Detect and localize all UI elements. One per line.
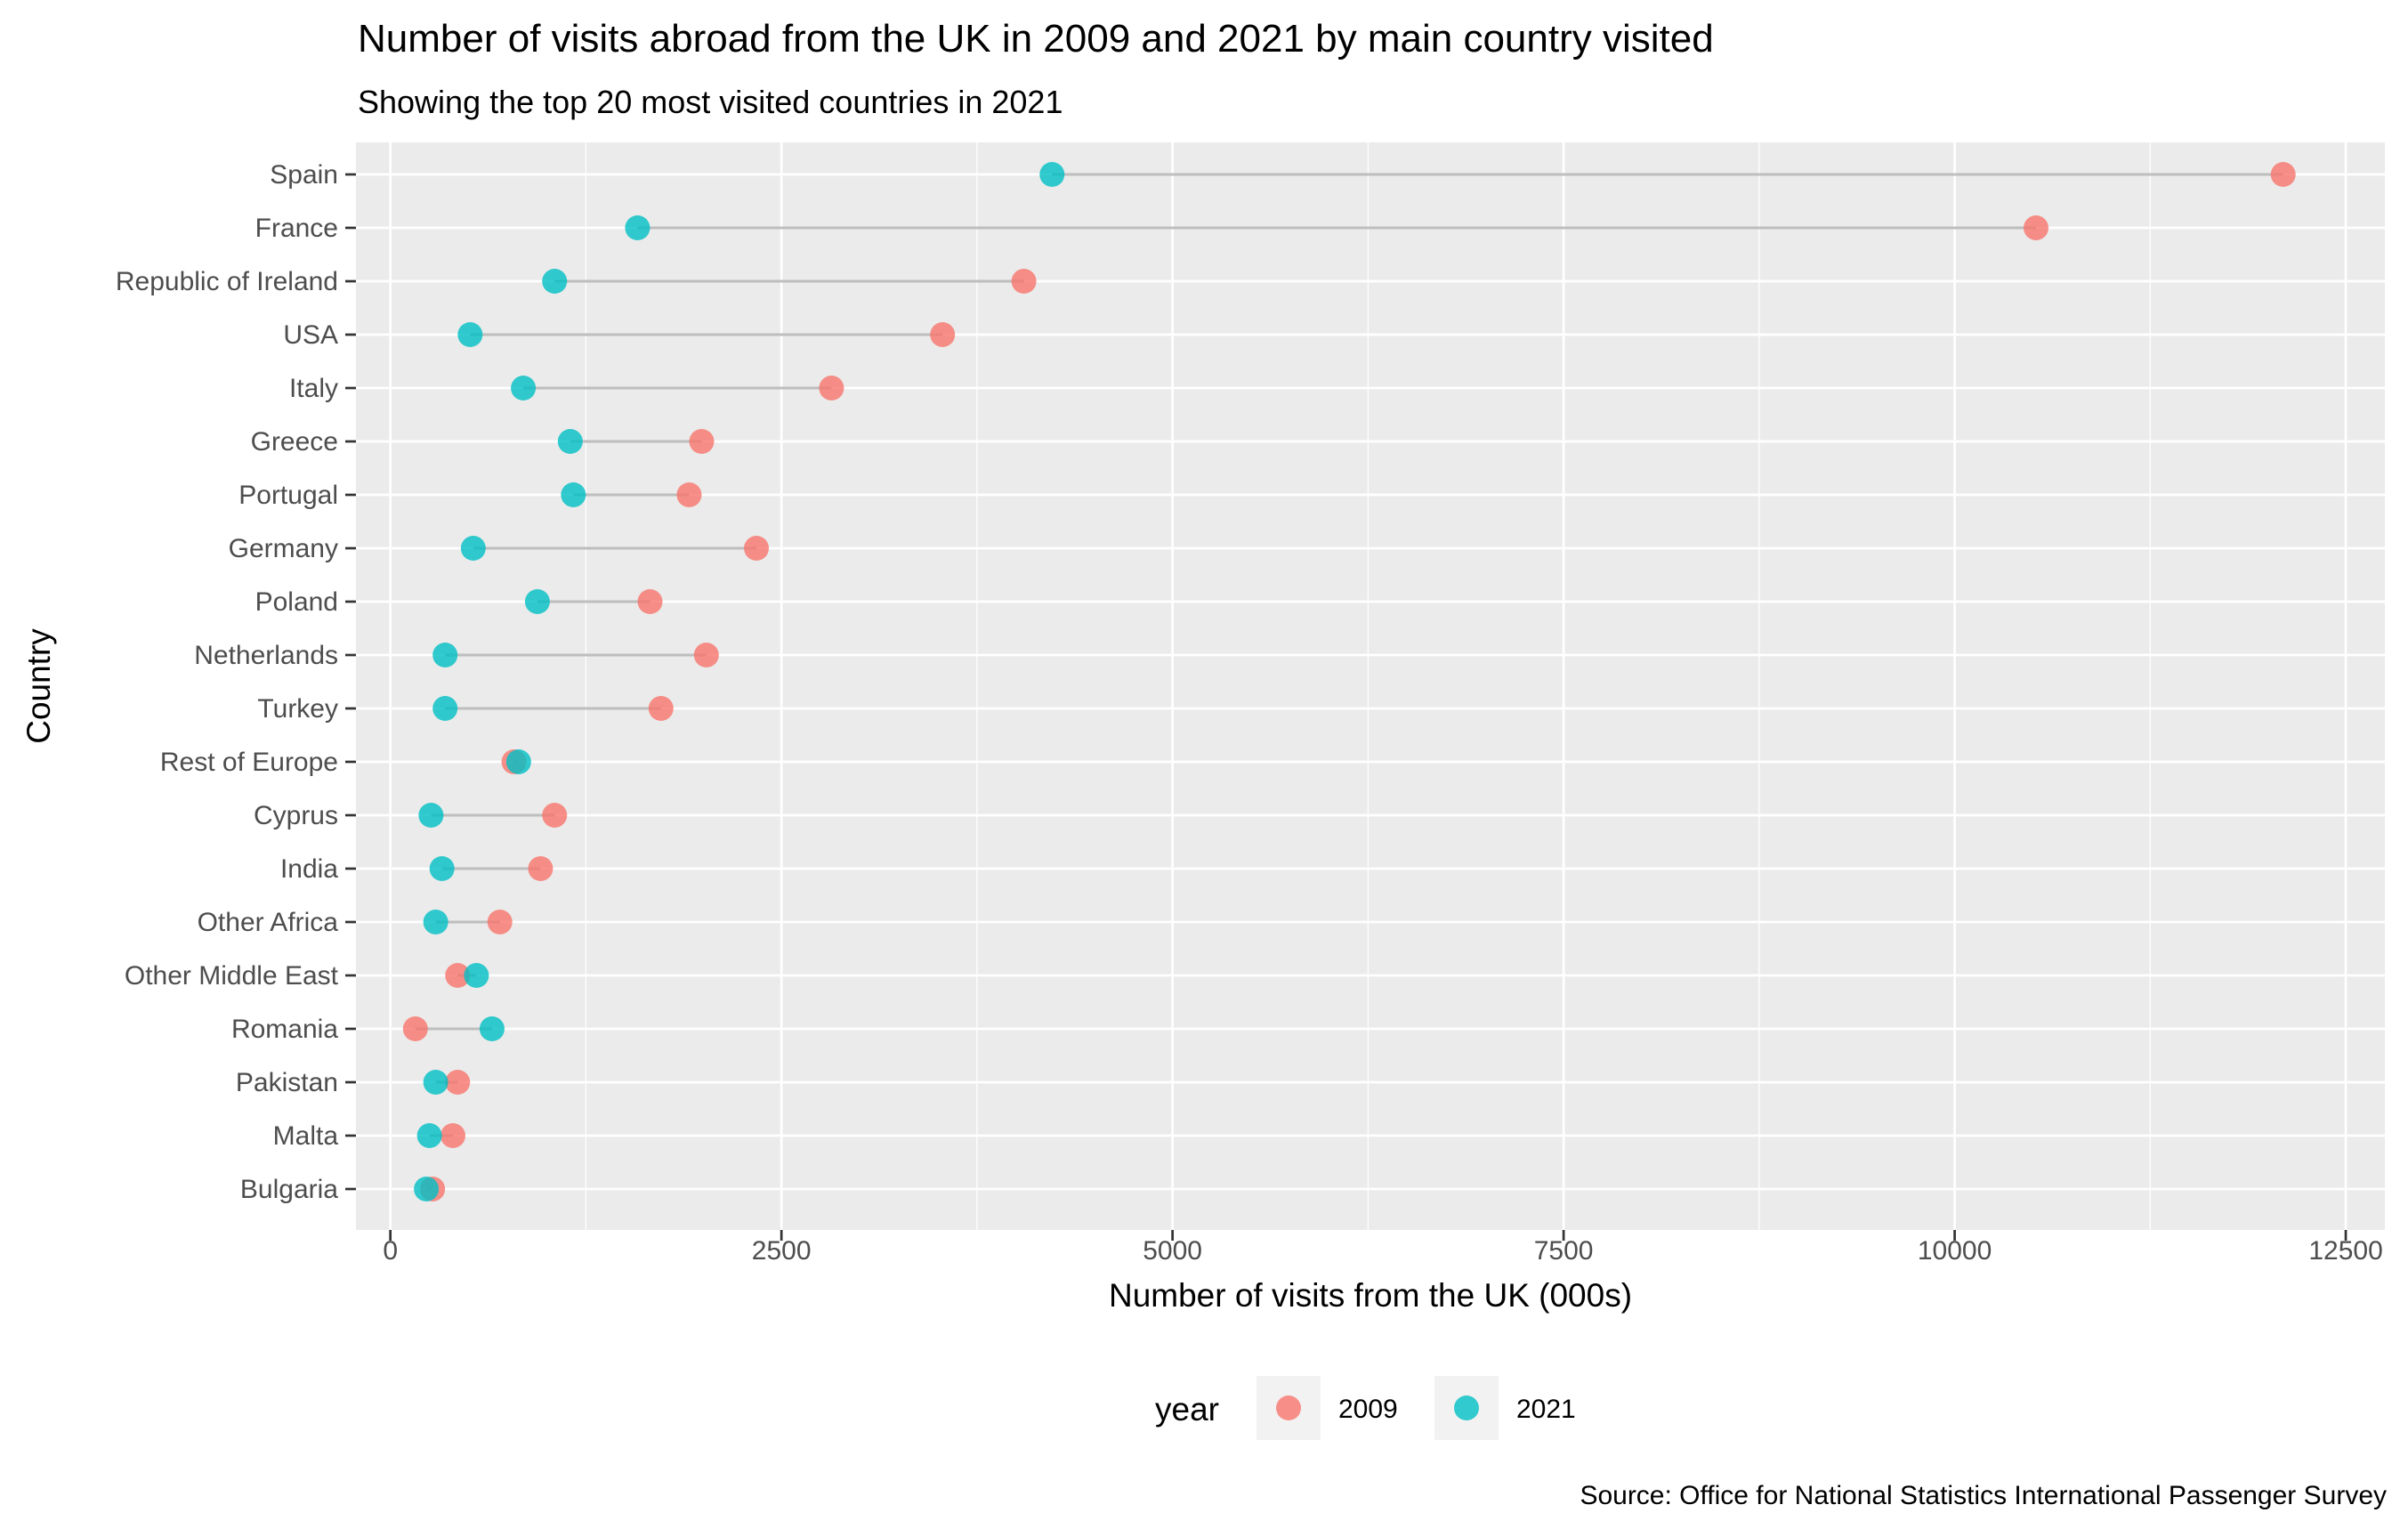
point-2021 (429, 856, 455, 881)
legend: year 2009 2021 (1155, 1376, 1576, 1440)
y-tick-label: Turkey (257, 694, 338, 724)
point-2021 (464, 963, 489, 988)
point-2009 (744, 536, 770, 561)
point-2021 (423, 1070, 448, 1095)
y-tick-label: Poland (255, 587, 338, 617)
y-tick-label: India (280, 854, 338, 884)
legend-title: year (1155, 1391, 1219, 1428)
y-tick-label: Rest of Europe (160, 748, 338, 777)
point-2021 (557, 429, 583, 454)
point-2021 (561, 482, 586, 507)
point-2009 (445, 963, 471, 988)
y-tick-label: Italy (289, 374, 338, 403)
y-tick-label: Other Middle East (125, 961, 339, 991)
plot-panel (356, 142, 2385, 1230)
point-2009 (930, 322, 956, 347)
y-tick-label: Cyprus (254, 801, 338, 830)
point-2009 (402, 1016, 428, 1041)
x-axis: 0 2500 5000 7500 10000 12500 (383, 1230, 2383, 1266)
point-2009 (648, 696, 674, 721)
point-2009 (487, 910, 513, 934)
y-tick-label: Greece (251, 427, 338, 457)
point-2009 (542, 803, 568, 828)
y-tick-label: Spain (270, 160, 338, 190)
point-2021 (423, 910, 448, 934)
legend-symbol-2009 (1276, 1396, 1301, 1420)
point-2009 (693, 643, 719, 667)
y-tick-label: Netherlands (194, 641, 338, 670)
point-2009 (2023, 215, 2048, 240)
point-2021 (432, 696, 458, 721)
point-2009 (440, 1123, 465, 1148)
data-points (402, 162, 2296, 1201)
y-tick-label: Bulgaria (240, 1175, 338, 1204)
minor-gridlines (585, 142, 2151, 1230)
point-2021 (432, 643, 458, 667)
point-2021 (457, 322, 483, 347)
y-tick-label: Germany (229, 534, 338, 563)
y-axis: Spain France Republic of Ireland USA Italy Gr… (116, 160, 356, 1204)
chart-title: Number of visits abroad from the UK in 2… (358, 17, 1714, 61)
dumbbell-segments (415, 173, 2283, 1191)
point-2021 (460, 536, 486, 561)
point-2021 (1039, 162, 1065, 187)
x-tick-label: 2500 (752, 1236, 812, 1266)
x-tick-label: 0 (383, 1236, 398, 1266)
point-2021 (505, 749, 531, 774)
chart-caption: Source: Office for National Statistics I… (1580, 1481, 2387, 1510)
y-tick-label: Pakistan (236, 1068, 338, 1097)
point-2009 (2270, 162, 2296, 187)
y-tick-label: Portugal (238, 481, 338, 510)
point-2021 (416, 1123, 442, 1148)
x-tick-label: 10000 (1918, 1236, 1992, 1266)
x-tick-label: 12500 (2308, 1236, 2382, 1266)
point-2009 (689, 429, 715, 454)
y-tick-label: Romania (231, 1015, 338, 1044)
x-tick-label: 7500 (1534, 1236, 1594, 1266)
point-2009 (445, 1070, 471, 1095)
point-2021 (414, 1177, 440, 1201)
point-2009 (637, 589, 663, 614)
y-tick-label: Other Africa (198, 908, 339, 937)
y-tick-label: Malta (273, 1121, 339, 1151)
point-2009 (819, 376, 844, 400)
y-tick-label: Republic of Ireland (116, 267, 338, 296)
point-2021 (542, 269, 568, 294)
y-tick-label: USA (283, 320, 338, 350)
point-2021 (418, 803, 444, 828)
chart-subtitle: Showing the top 20 most visited countrie… (358, 84, 1063, 120)
legend-label-2021: 2021 (1516, 1395, 1576, 1424)
y-tick-label: France (255, 214, 338, 243)
legend-label-2009: 2009 (1338, 1395, 1398, 1424)
x-axis-title: Number of visits from the UK (000s) (1109, 1277, 1632, 1314)
legend-symbol-2021 (1454, 1396, 1479, 1420)
point-2009 (528, 856, 554, 881)
point-2021 (524, 589, 550, 614)
x-tick-label: 5000 (1143, 1236, 1202, 1266)
point-2021 (479, 1016, 505, 1041)
y-axis-title: Country (20, 628, 57, 744)
point-2021 (511, 376, 537, 400)
point-2021 (625, 215, 650, 240)
point-2009 (676, 482, 702, 507)
point-2009 (1011, 269, 1037, 294)
